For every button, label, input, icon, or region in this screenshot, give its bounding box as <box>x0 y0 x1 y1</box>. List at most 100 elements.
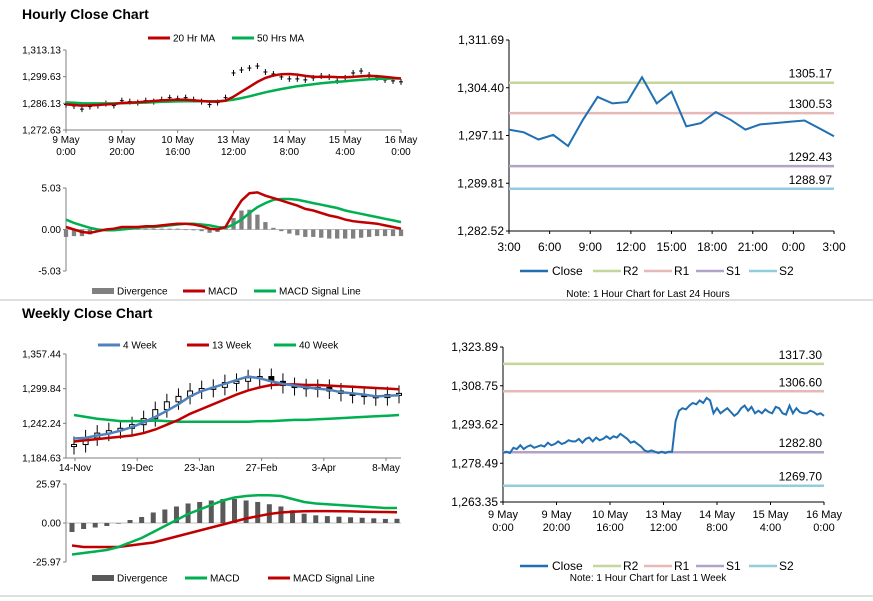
weekly-pivot-x-label: 16:00 <box>596 522 624 534</box>
hourly-pivot-chart: 1,311.69 1,304.40 1,297.11 1,289.81 1,282.52… <box>457 33 846 300</box>
hourly-divergence-bar <box>343 229 348 239</box>
weekly-pivot-x-label: 10 May <box>592 509 629 521</box>
weekly-divergence-bar <box>208 500 214 523</box>
hourly-price-x-label: 16:00 <box>165 147 190 158</box>
hourly-price-y-label: 1,272.63 <box>22 126 61 137</box>
weekly-macd-y-label: 25.97 <box>36 480 61 491</box>
weekly-price-y-label: 1,299.84 <box>22 384 61 395</box>
hourly-pivot-x-label: 3:00 <box>822 240 846 254</box>
hourly-price-x-label: 13 May <box>217 135 250 146</box>
weekly-divergence-bar <box>359 517 365 523</box>
weekly-divergence-bar <box>336 516 342 523</box>
weekly-price-x-label: 23-Jan <box>184 463 215 474</box>
hourly-macd-y-label: -5.03 <box>38 267 61 278</box>
weekly-divergence-bar <box>220 498 226 523</box>
hourly-pivot-y-label: 1,311.69 <box>458 33 504 47</box>
hourly-signal-line <box>65 197 402 232</box>
weekly-divergence-bar <box>127 519 133 523</box>
hourly-price-x-label: 8:00 <box>280 147 300 158</box>
weekly-divergence-bar <box>278 506 284 523</box>
weekly-pivot-level-r1-value: 1306.60 <box>779 375 823 389</box>
hourly-divergence-bar <box>183 229 188 231</box>
weekly-13wk-line <box>73 383 400 443</box>
weekly-signal-line <box>71 509 398 549</box>
hourly-pivot-y-label: 1,304.40 <box>457 81 504 95</box>
hourly-pivot-x-label: 18:00 <box>697 240 727 254</box>
hourly-pivot-note: Note: 1 Hour Chart for Last 24 Hours <box>566 289 729 300</box>
weekly-pivot-x-label: 16 May <box>806 509 843 521</box>
weekly-divergence-bar <box>243 500 249 523</box>
hourly-price-x-label: 4:00 <box>335 147 355 158</box>
weekly-candle-body <box>175 395 182 403</box>
hourly-section-title: Hourly Close Chart <box>22 6 149 22</box>
weekly-divergence-bar <box>394 518 400 523</box>
weekly-divergence-bar <box>115 523 121 524</box>
weekly-divergence-bar <box>324 516 330 523</box>
hourly-price-x-label: 9 May <box>52 135 79 146</box>
weekly-divergence-bar <box>371 518 377 523</box>
hourly-divergence-bar <box>247 209 252 230</box>
weekly-divergence-bar <box>173 506 179 523</box>
weekly-pivot-close-line <box>502 396 825 455</box>
hourly-price-y-label: 1,313.13 <box>22 46 61 57</box>
weekly-price-x-label: 27-Feb <box>246 463 278 474</box>
weekly-pivot-legend-r1-label: R1 <box>674 559 690 573</box>
weekly-pivot-x-label: 13 May <box>645 509 682 521</box>
weekly-macd-line <box>71 493 397 556</box>
hourly-divergence-bar <box>135 228 140 230</box>
weekly-pivot-x-label: 8:00 <box>706 522 727 534</box>
hourly-price-x-label: 9 May <box>108 135 135 146</box>
weekly-macd-y-label: -25.97 <box>33 558 62 569</box>
weekly-pivot-y-label: 1,293.62 <box>451 418 498 432</box>
weekly-pivot-x-label: 20:00 <box>543 522 571 534</box>
hourly-price-x-label: 15 May <box>329 135 362 146</box>
hourly-price-x-label: 16 May <box>385 135 418 146</box>
hourly-pivot-close-line <box>508 75 835 148</box>
hourly-legend-macd-label: MACD <box>208 287 237 298</box>
hourly-divergence-bar <box>199 229 204 232</box>
weekly-price-x-label: 19-Dec <box>121 463 153 474</box>
weekly-divergence-bar <box>69 523 75 533</box>
hourly-pivot-x-label: 12:00 <box>616 240 646 254</box>
hourly-divergence-bar <box>374 229 380 237</box>
hourly-price-chart: 1,313.131,299.631,286.131,272.639 May0:0… <box>22 34 417 159</box>
hourly-divergence-bar <box>71 229 77 237</box>
hourly-divergence-bar <box>263 222 268 230</box>
weekly-divergence-bar <box>232 498 237 523</box>
weekly-divergence-bar <box>382 518 388 523</box>
hourly-divergence-bar <box>151 228 156 230</box>
hourly-pivot-legend-r2-label: R2 <box>623 264 639 278</box>
weekly-divergence-bar <box>104 523 110 527</box>
weekly-pivot-x-label: 0:00 <box>813 522 834 534</box>
weekly-40wk-line <box>73 413 400 423</box>
weekly-price-x-label: 8-May <box>372 463 400 474</box>
hourly-ma20-line <box>65 72 402 107</box>
hourly-pivot-level-s2-value: 1288.97 <box>789 173 833 187</box>
weekly-divergence-bar <box>313 515 319 523</box>
hourly-price-x-label: 14 May <box>273 135 306 146</box>
hourly-divergence-bar <box>295 229 300 236</box>
hourly-divergence-bar <box>143 228 148 230</box>
weekly-legend-divergence-swatch <box>92 575 114 581</box>
hourly-divergence-bar <box>223 228 228 230</box>
weekly-pivot-level-s2-value: 1269.70 <box>779 470 823 484</box>
hourly-divergence-bar <box>398 229 404 237</box>
hourly-pivot-y-label: 1,282.52 <box>457 224 504 238</box>
hourly-pivot-legend-r1-label: R1 <box>674 264 690 278</box>
hourly-divergence-bar <box>366 229 372 237</box>
hourly-divergence-bar <box>311 229 316 237</box>
hourly-pivot-x-label: 21:00 <box>738 240 768 254</box>
weekly-pivot-note: Note: 1 Hour Chart for Last 1 Week <box>570 573 728 584</box>
hourly-price-x-label: 0:00 <box>56 147 76 158</box>
weekly-pivot-chart: 1,323.89 1,308.75 1,293.62 1,278.49 1,263.35… <box>451 340 842 584</box>
weekly-pivot-x-label: 9 May <box>488 509 518 521</box>
hourly-ma50-line <box>65 77 401 105</box>
weekly-pivot-y-label: 1,278.49 <box>451 456 498 470</box>
hourly-legend-signal-label: MACD Signal Line <box>279 287 361 298</box>
weekly-pivot-x-label: 0:00 <box>492 522 513 534</box>
hourly-pivot-x-label: 15:00 <box>656 240 686 254</box>
weekly-pivot-legend-r2-label: R2 <box>623 559 639 573</box>
weekly-pivot-level-s1-value: 1282.80 <box>779 436 823 450</box>
